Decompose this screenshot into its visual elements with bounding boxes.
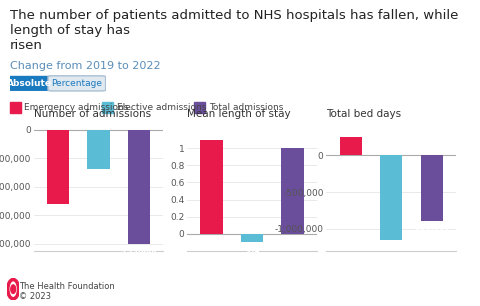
Bar — [420, 155, 443, 221]
Bar — [380, 155, 402, 240]
FancyBboxPatch shape — [5, 76, 55, 91]
Bar — [194, 102, 205, 113]
Text: 258,000: 258,000 — [334, 125, 368, 134]
Circle shape — [11, 285, 15, 293]
Text: Percentage: Percentage — [51, 79, 102, 88]
Text: Total admissions: Total admissions — [209, 103, 283, 112]
Text: -0.1: -0.1 — [244, 245, 260, 254]
Text: -273,000: -273,000 — [80, 171, 117, 180]
Bar — [200, 140, 223, 234]
Bar — [339, 136, 362, 155]
Bar — [281, 148, 304, 234]
Text: The number of patients admitted to NHS hospitals has fallen, while length of sta: The number of patients admitted to NHS h… — [10, 9, 458, 52]
Text: Elective admissions: Elective admissions — [117, 103, 206, 112]
Text: Emergency admissions: Emergency admissions — [24, 103, 129, 112]
Text: Number of admissions: Number of admissions — [34, 109, 151, 119]
Bar — [87, 129, 109, 169]
Text: -1,150,000: -1,150,000 — [369, 242, 414, 252]
Text: 1: 1 — [290, 136, 295, 146]
Text: Absolute: Absolute — [7, 79, 52, 88]
Bar — [102, 102, 113, 113]
Text: Total bed days: Total bed days — [326, 109, 402, 119]
Text: Change from 2019 to 2022: Change from 2019 to 2022 — [10, 61, 160, 71]
Text: 1.1: 1.1 — [205, 128, 218, 137]
Text: -890,000: -890,000 — [413, 223, 451, 232]
Text: The Health Foundation
© 2023: The Health Foundation © 2023 — [19, 282, 115, 301]
Bar — [241, 234, 263, 242]
Bar — [10, 102, 21, 113]
Text: -521,000: -521,000 — [39, 207, 77, 215]
Text: -799,000: -799,000 — [120, 246, 158, 255]
Bar — [47, 129, 69, 204]
FancyBboxPatch shape — [48, 76, 106, 91]
Text: Mean length of stay: Mean length of stay — [187, 109, 291, 119]
Bar — [128, 129, 150, 244]
